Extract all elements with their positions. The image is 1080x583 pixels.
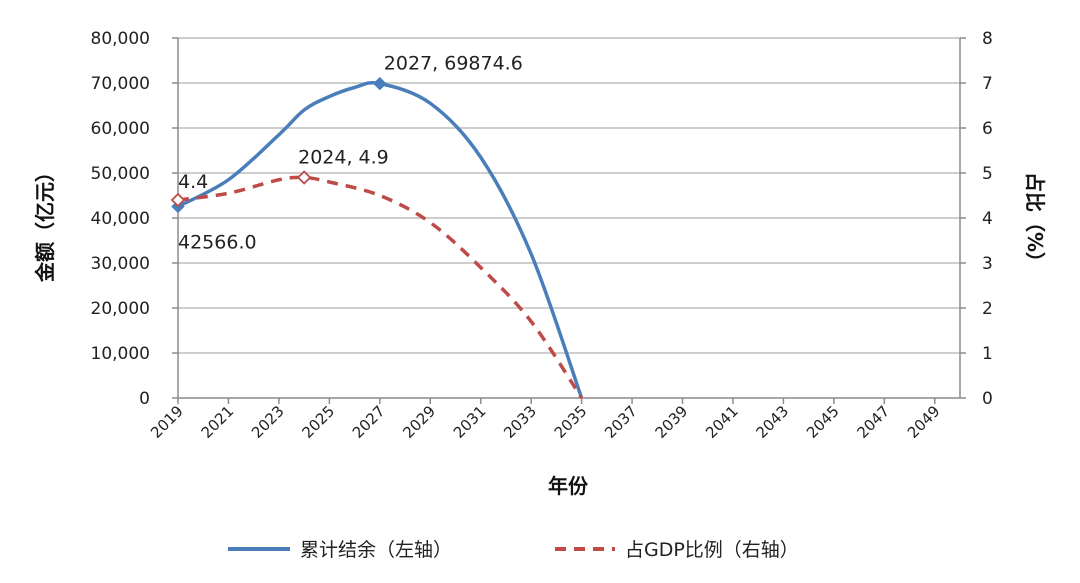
right-axis-ticks: 0 1 2 3 4 5 6 7 8 xyxy=(982,29,993,409)
annotation-label: 2024, 4.9 xyxy=(298,147,389,169)
y-right-tick-label: 2 xyxy=(982,299,993,319)
x-tick-label: 2049 xyxy=(904,402,944,442)
x-axis-title: 年份 xyxy=(548,474,589,498)
annotations: 2027, 69874.6 42566.0 2024, 4.9 4.4 xyxy=(170,53,523,253)
y-right-tick-label: 6 xyxy=(982,119,993,139)
annotation-label: 4.4 xyxy=(178,171,208,193)
y-left-tick-label: 70,000 xyxy=(91,74,150,94)
x-tick-label: 2037 xyxy=(601,402,641,442)
left-axis-ticks: 0 10,000 20,000 30,000 40,000 50,000 60,000 70,… xyxy=(91,29,150,409)
y-right-tick-label: 7 xyxy=(982,74,993,94)
y-right-tick-label: 4 xyxy=(982,209,993,229)
x-tick-label: 2025 xyxy=(298,402,338,442)
y-left-tick-label: 50,000 xyxy=(91,164,150,184)
legend-label-series-0: 累计结余（左轴） xyxy=(300,539,452,561)
legend: 累计结余（左轴） 占GDP比例（右轴） xyxy=(228,539,799,561)
y-left-tick-label: 0 xyxy=(139,389,150,409)
y-right-tick-label: 0 xyxy=(982,389,993,409)
y-left-tick-label: 60,000 xyxy=(91,119,150,139)
series-lines xyxy=(177,81,584,399)
x-tick-label: 2033 xyxy=(500,402,540,442)
y-right-axis-title: 占比（%） xyxy=(1023,172,1047,272)
series-line-1 xyxy=(177,175,584,399)
x-tick-label: 2045 xyxy=(803,402,843,442)
x-tick-label: 2039 xyxy=(652,402,692,442)
x-tick-label: 2043 xyxy=(753,402,793,442)
annotation-marker xyxy=(373,76,387,91)
x-tick-label: 2035 xyxy=(551,402,591,442)
x-tick-label: 2041 xyxy=(702,402,742,442)
y-left-tick-label: 20,000 xyxy=(91,299,150,319)
x-axis-ticks: 2019 2021 2023 2025 2027 2029 2031 2033 2035 2037… xyxy=(147,402,944,442)
annotation-label: 2027, 69874.6 xyxy=(384,53,523,75)
grid-lines xyxy=(178,37,960,354)
annotation-marker xyxy=(170,192,186,208)
x-tick-label: 2019 xyxy=(147,402,187,442)
x-tick-label: 2027 xyxy=(349,402,389,442)
y-left-axis-title: 金额（亿元） xyxy=(33,162,57,283)
y-left-tick-label: 10,000 xyxy=(91,344,150,364)
x-tick-label: 2047 xyxy=(853,402,893,442)
y-right-tick-label: 3 xyxy=(982,254,993,274)
x-tick-label: 2021 xyxy=(198,402,238,442)
y-right-tick-label: 1 xyxy=(982,344,993,364)
axes xyxy=(172,37,966,404)
y-right-tick-label: 5 xyxy=(982,164,993,184)
x-tick-label: 2029 xyxy=(399,402,439,442)
annotation-label: 42566.0 xyxy=(178,231,257,253)
y-left-tick-label: 80,000 xyxy=(91,29,150,49)
series-line-0 xyxy=(177,81,584,399)
legend-label-series-1: 占GDP比例（右轴） xyxy=(625,539,799,561)
y-left-tick-label: 40,000 xyxy=(91,209,150,229)
x-tick-label: 2031 xyxy=(450,402,490,442)
x-tick-label: 2023 xyxy=(248,402,288,442)
y-right-tick-label: 8 xyxy=(982,29,993,49)
annotation-marker xyxy=(296,170,312,185)
y-left-tick-label: 30,000 xyxy=(91,254,150,274)
